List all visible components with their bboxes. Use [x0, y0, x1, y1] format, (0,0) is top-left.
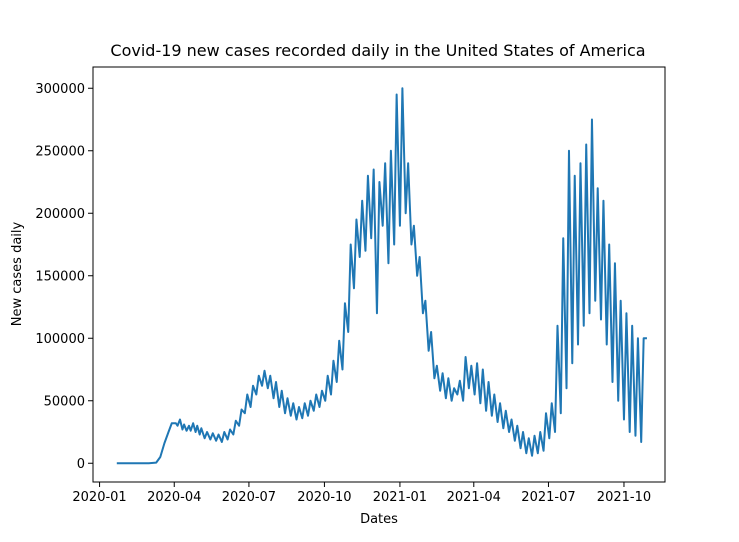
y-tick-label: 300000 [35, 82, 85, 97]
y-axis: 0 50000 100000 150000 200000 250000 300000 [35, 82, 93, 472]
x-tick-label: 2020-07 [222, 490, 276, 505]
plot-frame [92, 66, 666, 483]
x-tick-label: 2020-01 [72, 490, 126, 505]
y-tick-label: 200000 [35, 207, 85, 222]
x-tick-label: 2021-04 [447, 490, 501, 505]
x-tick-label: 2021-01 [373, 490, 427, 505]
x-tick-label: 2020-10 [297, 490, 351, 505]
y-tick-label: 100000 [35, 332, 85, 347]
x-tick-label: 2021-10 [597, 490, 651, 505]
y-tick-label: 150000 [35, 269, 85, 284]
plot-area [116, 87, 647, 465]
y-tick-label: 50000 [44, 394, 85, 409]
chart-title: Covid-19 new cases recorded daily in the… [110, 41, 645, 60]
x-tick-label: 2021-07 [521, 490, 575, 505]
y-tick-label: 0 [77, 457, 85, 472]
x-axis: 2020-01 2020-04 2020-07 2020-10 2021-01 2021-… [72, 482, 651, 505]
series-line-0 [116, 87, 647, 465]
x-axis-label: Dates [360, 512, 398, 527]
y-tick-label: 250000 [35, 144, 85, 159]
y-axis-label: New cases daily [10, 221, 25, 326]
x-tick-label: 2020-04 [147, 490, 201, 505]
